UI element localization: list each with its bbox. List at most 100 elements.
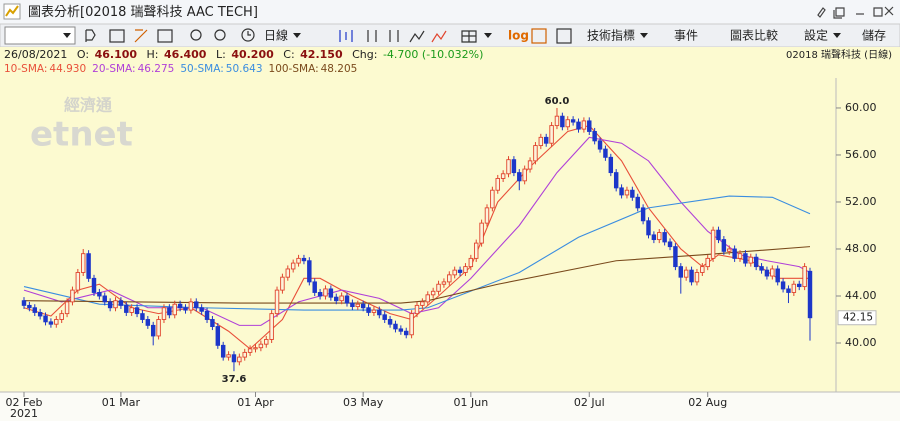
candle-body <box>463 266 468 273</box>
zoom-out[interactable] <box>214 29 226 41</box>
candle-body <box>710 229 716 259</box>
dropdown-arrow[interactable] <box>833 33 841 38</box>
candle-body <box>673 246 678 268</box>
table-button[interactable] <box>556 28 572 44</box>
candle-body <box>613 172 619 189</box>
candle-body <box>323 288 328 297</box>
last-price-label: 42.15 <box>843 312 873 324</box>
info-value: 46.400 <box>164 48 207 61</box>
candle-body <box>619 187 624 196</box>
candle-body <box>533 145 538 162</box>
candle-body <box>307 260 312 283</box>
candle-body <box>780 281 786 290</box>
candle-body <box>587 120 592 132</box>
pan-tool[interactable] <box>85 29 96 42</box>
candle-body <box>113 300 118 309</box>
candle-body <box>366 307 371 313</box>
candle-body <box>177 303 183 309</box>
candle-body <box>317 292 323 297</box>
candle-body <box>220 344 226 358</box>
candle-body <box>554 115 560 127</box>
maximize-button[interactable] <box>873 7 883 17</box>
cursor-tool[interactable] <box>109 29 125 43</box>
candle-body <box>264 339 269 345</box>
legend: 10-SMA: 44.930 20-SMA: 46.275 50-SMA: 50.643 1… <box>4 63 357 75</box>
candle-body <box>657 232 662 241</box>
dropdown-arrow[interactable] <box>293 33 301 38</box>
title-bar <box>0 0 900 24</box>
candle-body <box>97 292 102 297</box>
candle-body <box>37 311 43 317</box>
candle-body <box>258 343 264 349</box>
candle-body <box>678 266 684 278</box>
info-value: 40.200 <box>231 48 274 61</box>
candle-body <box>27 304 32 309</box>
candle-body <box>86 253 91 279</box>
candle-body <box>576 121 581 130</box>
line-button[interactable] <box>409 30 425 43</box>
restore-button[interactable] <box>833 7 845 19</box>
area-button[interactable] <box>431 30 447 43</box>
candle-body <box>506 159 511 175</box>
candle-body <box>64 301 70 315</box>
candle-body <box>457 269 463 273</box>
candle-body <box>490 189 495 209</box>
period-menu[interactable]: 日線 <box>264 28 288 43</box>
dropdown-arrow[interactable] <box>640 33 648 38</box>
candle-body <box>59 313 64 320</box>
candle-body <box>597 140 603 150</box>
candle-body <box>382 314 387 320</box>
candle-body <box>753 256 759 268</box>
candle-body <box>705 257 710 268</box>
candle-body <box>188 301 194 311</box>
candle-body <box>764 269 770 277</box>
candle-body <box>436 283 441 292</box>
layout-button[interactable] <box>531 28 547 44</box>
dropdown-arrow[interactable] <box>63 33 71 38</box>
events-button[interactable]: 事件 <box>674 29 698 43</box>
candle-body <box>700 266 705 273</box>
candle-body <box>716 229 721 241</box>
save-button[interactable]: 儲存 <box>862 29 886 43</box>
candle-body <box>759 266 764 271</box>
candle-body <box>630 189 635 198</box>
candle-body <box>145 319 151 326</box>
candle-body <box>549 125 554 144</box>
candle-body <box>75 272 81 291</box>
candle-body <box>473 242 479 259</box>
candle-body <box>285 268 291 278</box>
candle-body <box>603 148 608 158</box>
indicators-menu[interactable]: 技術指標 <box>587 28 635 43</box>
pin-button[interactable] <box>817 7 826 18</box>
candle-body <box>608 156 614 174</box>
candle-body <box>91 277 97 293</box>
bar-button[interactable] <box>389 30 399 42</box>
window-controls[interactable] <box>817 6 894 19</box>
candle-button[interactable] <box>339 30 353 42</box>
zoom-in[interactable] <box>190 29 202 41</box>
log-button[interactable]: log <box>508 29 529 43</box>
candle-body <box>414 304 420 315</box>
compare-tool[interactable] <box>157 29 173 43</box>
symbol-input[interactable] <box>4 26 76 45</box>
candle-body <box>565 119 570 128</box>
compare-button[interactable]: 圖表比較 <box>730 28 778 43</box>
close-button[interactable] <box>884 6 894 16</box>
candle-body <box>560 115 565 128</box>
candle-body <box>797 283 802 288</box>
candle-body <box>770 268 775 277</box>
grid-button[interactable] <box>461 30 477 43</box>
draw-tool[interactable] <box>134 29 148 43</box>
settings-menu[interactable]: 設定 <box>804 28 828 43</box>
candle-body <box>522 168 527 182</box>
dropdown-arrow[interactable] <box>484 33 492 38</box>
period-icon[interactable] <box>241 28 255 42</box>
candle-body <box>215 326 221 346</box>
info-line: 26/08/2021 O: 46.100 H: 46.400 L: 40.200… <box>4 48 483 61</box>
candle-body <box>387 319 393 325</box>
candle-body <box>118 300 124 306</box>
ohlc-button[interactable] <box>367 30 377 42</box>
candle-body <box>183 307 188 311</box>
candle-body <box>737 253 743 259</box>
